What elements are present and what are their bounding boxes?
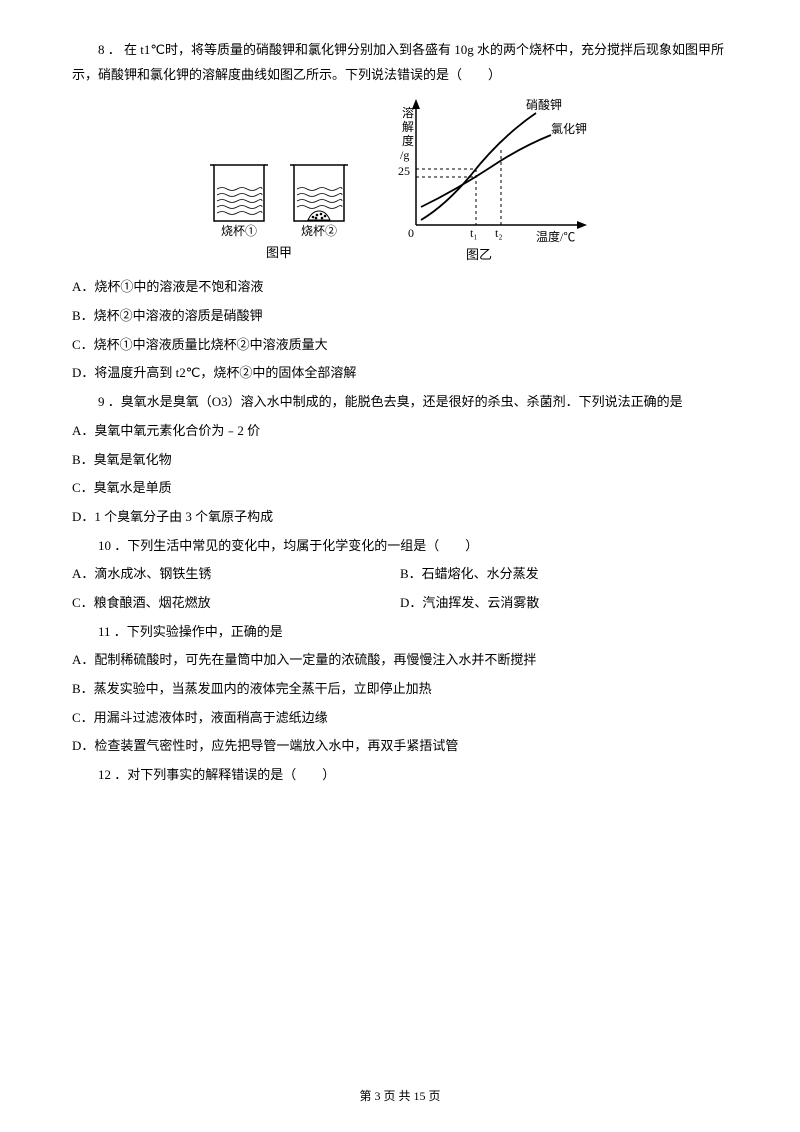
svg-text:溶: 溶 xyxy=(402,105,414,120)
beaker2-label: 烧杯② xyxy=(301,224,337,238)
svg-text:图乙: 图乙 xyxy=(466,247,492,262)
q9-optC: C．臭氧水是单质 xyxy=(72,476,728,501)
svg-text:25: 25 xyxy=(398,164,410,178)
svg-text:硝酸钾: 硝酸钾 xyxy=(526,97,562,112)
q9-optD: D．1 个臭氧分子由 3 个氧原子构成 xyxy=(72,505,728,530)
q9-prompt: 9 ．臭氧水是臭氧（O3）溶入水中制成的，能脱色去臭，还是很好的杀虫、杀菌剂．下… xyxy=(72,390,728,415)
q8-figure: 烧杯① 烧杯② 图甲 溶 解 度 /g 0 温度/℃ 硝酸钾 xyxy=(72,95,728,265)
q12-prompt: 12 ．对下列事实的解释错误的是（ ） xyxy=(72,763,728,788)
svg-text:t₁: t₁ xyxy=(470,226,478,240)
fig-jia-cap: 图甲 xyxy=(266,245,292,260)
svg-text:t₂: t₂ xyxy=(495,226,503,240)
q8-optA: A．烧杯①中的溶液是不饱和溶液 xyxy=(72,275,728,300)
q11-optB: B．蒸发实验中，当蒸发皿内的液体完全蒸干后，立即停止加热 xyxy=(72,677,728,702)
q9-optA: A．臭氧中氧元素化合价为﹣2 价 xyxy=(72,419,728,444)
q8-prompt: 8 ． 在 t1℃时，将等质量的硝酸钾和氯化钾分别加入到各盛有 10g 水的两个… xyxy=(72,38,728,87)
svg-text:解: 解 xyxy=(402,120,414,134)
figure-yi: 溶 解 度 /g 0 温度/℃ 硝酸钾 氯化钾 25 t₁ t₂ xyxy=(376,95,596,265)
q10-optC: C．粮食酿酒、烟花燃放 xyxy=(72,591,400,616)
q10-prompt: 10 ．下列生活中常见的变化中，均属于化学变化的一组是（ ） xyxy=(72,534,728,559)
q8-optB: B．烧杯②中溶液的溶质是硝酸钾 xyxy=(72,304,728,329)
q11-optA: A．配制稀硫酸时，可先在量筒中加入一定量的浓硫酸，再慢慢注入水并不断搅拌 xyxy=(72,648,728,673)
q11-optD: D．检查装置气密性时，应先把导管一端放入水中，再双手紧捂试管 xyxy=(72,734,728,759)
q8-optC: C．烧杯①中溶液质量比烧杯②中溶液质量大 xyxy=(72,333,728,358)
beaker1-label: 烧杯① xyxy=(221,224,257,238)
svg-text:度: 度 xyxy=(402,133,414,148)
svg-text:氯化钾: 氯化钾 xyxy=(551,122,587,136)
q8-optD: D．将温度升高到 t2℃，烧杯②中的固体全部溶解 xyxy=(72,361,728,386)
q9-optB: B．臭氧是氧化物 xyxy=(72,448,728,473)
page-footer: 第 3 页 共 15 页 xyxy=(0,1085,800,1108)
q10-optA: A．滴水成冰、钢铁生锈 xyxy=(72,562,400,587)
svg-text:/g: /g xyxy=(400,148,409,162)
svg-text:0: 0 xyxy=(408,226,414,240)
q10-optB: B．石蜡熔化、水分蒸发 xyxy=(400,562,728,587)
chart-svg: 溶 解 度 /g 0 温度/℃ 硝酸钾 氯化钾 25 t₁ t₂ xyxy=(376,95,596,265)
figure-jia: 烧杯① 烧杯② 图甲 xyxy=(204,135,354,265)
q11-prompt: 11 ．下列实验操作中，正确的是 xyxy=(72,620,728,645)
q11-optC: C．用漏斗过滤液体时，液面稍高于滤纸边缘 xyxy=(72,706,728,731)
q10-optD: D．汽油挥发、云消雾散 xyxy=(400,591,728,616)
svg-text:温度/℃: 温度/℃ xyxy=(536,229,575,244)
beakers-svg: 烧杯① 烧杯② 图甲 xyxy=(204,135,354,265)
